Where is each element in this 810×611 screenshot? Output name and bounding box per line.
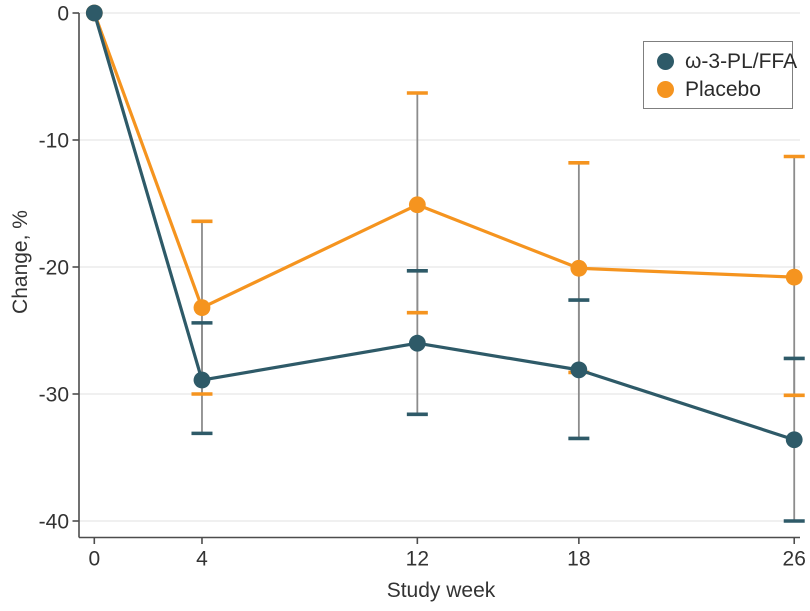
series-omega3: [85, 4, 805, 523]
legend-label-placebo: Placebo: [685, 77, 761, 101]
series-marker-icon: [657, 80, 674, 98]
y-axis-title: Change, %: [9, 210, 32, 314]
y-tick-label: -40: [39, 511, 69, 534]
x-tick-label: 0: [88, 548, 100, 571]
data-point: [193, 371, 211, 389]
data-point: [570, 259, 588, 277]
y-tick-label: -30: [39, 384, 69, 407]
legend-label-omega3: ω-3-PL/FFA: [685, 49, 798, 73]
series-layer: [85, 4, 805, 523]
y-tick-label: -20: [39, 257, 69, 280]
legend-item-placebo: Placebo: [657, 79, 792, 100]
axes: 0 -10 -20 -30 -40 0 4 12 18 26: [39, 3, 806, 571]
y-tick-label: -10: [39, 130, 69, 153]
series-marker-icon: [657, 52, 674, 70]
y-tick-label: 0: [57, 3, 69, 26]
x-axis-title: Study week: [387, 579, 496, 602]
data-point: [193, 299, 211, 317]
data-point: [785, 268, 803, 286]
data-point: [408, 334, 426, 352]
x-tick-label: 4: [196, 548, 208, 571]
data-point: [408, 196, 426, 214]
data-point: [85, 4, 103, 22]
data-point: [570, 361, 588, 379]
x-tick-label: 12: [406, 548, 429, 571]
x-tick-label: 18: [567, 548, 590, 571]
data-point: [785, 431, 803, 449]
error-bar-lines: [201, 93, 796, 521]
x-tick-label: 26: [783, 548, 806, 571]
legend: ω-3-PL/FFA Placebo: [643, 41, 797, 109]
legend-item-omega3: ω-3-PL/FFA: [657, 51, 797, 72]
